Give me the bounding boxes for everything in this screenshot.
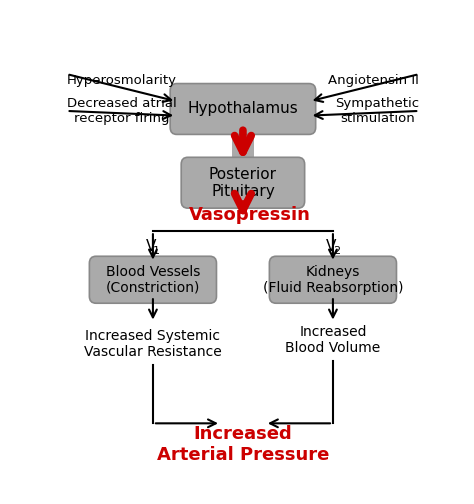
FancyBboxPatch shape: [90, 256, 217, 303]
FancyBboxPatch shape: [269, 256, 396, 303]
Text: Hyperosmolarity: Hyperosmolarity: [66, 74, 177, 87]
Text: Angiotensin II: Angiotensin II: [328, 74, 419, 87]
Text: Vasopressin: Vasopressin: [189, 206, 311, 224]
Text: Increased
Blood Volume: Increased Blood Volume: [285, 325, 381, 355]
Text: V: V: [326, 239, 337, 254]
Text: Hypothalamus: Hypothalamus: [188, 101, 298, 116]
Text: Sympathetic
stimulation: Sympathetic stimulation: [335, 97, 419, 125]
Text: Blood Vessels
(Constriction): Blood Vessels (Constriction): [106, 265, 200, 295]
FancyBboxPatch shape: [181, 157, 305, 208]
Text: V: V: [146, 239, 157, 254]
Text: 2: 2: [333, 246, 340, 257]
Text: Kidneys
(Fluid Reabsorption): Kidneys (Fluid Reabsorption): [263, 265, 403, 295]
FancyBboxPatch shape: [170, 84, 316, 135]
Text: Decreased atrial
receptor firing: Decreased atrial receptor firing: [66, 97, 176, 125]
Text: Posterior
Pituitary: Posterior Pituitary: [209, 166, 277, 199]
Text: Increased
Arterial Pressure: Increased Arterial Pressure: [157, 425, 329, 464]
Polygon shape: [232, 127, 254, 164]
Text: Increased Systemic
Vascular Resistance: Increased Systemic Vascular Resistance: [84, 329, 222, 359]
Text: 1: 1: [153, 246, 160, 257]
